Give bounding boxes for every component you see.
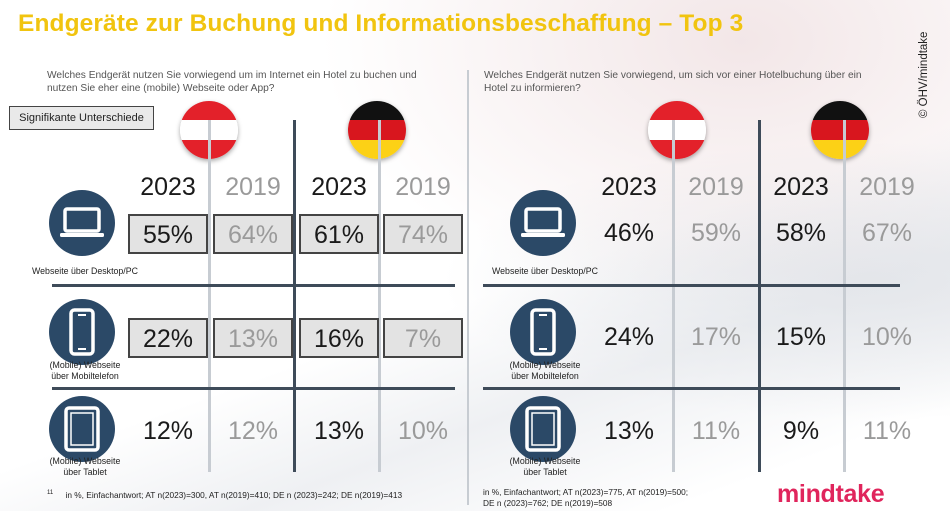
- flag-austria-right: [648, 101, 706, 159]
- value-cell-right: 46%: [603, 219, 655, 247]
- value-cell-left: 16%: [299, 318, 379, 358]
- row-icon-left: [49, 299, 115, 365]
- tablet-icon: [64, 406, 100, 452]
- footnote-right: in %, Einfachantwort; AT n(2023)=775, AT…: [483, 487, 688, 509]
- value-cell-left: 55%: [128, 214, 208, 254]
- value-cell-right: 67%: [861, 219, 913, 247]
- column-separator-left: [378, 120, 381, 472]
- row-label-line: über Mobiltelefon: [511, 371, 579, 381]
- row-label-line: über Mobiltelefon: [51, 371, 119, 381]
- row-label-line: (Mobile) Webseite: [509, 360, 581, 370]
- footnote-right-line2: DE n (2023)=762; DE n(2019)=508: [483, 498, 613, 508]
- year-header-right: 2019: [859, 173, 915, 201]
- row-label-line: Webseite über Desktop/PC: [32, 266, 138, 276]
- row-icon-right: [510, 396, 576, 462]
- column-separator-right: [672, 120, 675, 472]
- value-cell-left: 61%: [299, 214, 379, 254]
- page-title: Endgeräte zur Buchung und Informationsbe…: [18, 10, 744, 37]
- question-left-line1: Welches Endgerät nutzen Sie vorwiegend u…: [47, 70, 417, 81]
- row-label-line: über Tablet: [63, 467, 107, 477]
- value-cell-left: 13%: [313, 417, 365, 445]
- column-separator-left: [208, 120, 211, 472]
- footnote-right-line1: in %, Einfachantwort; AT n(2023)=775, AT…: [483, 487, 689, 497]
- laptop-icon: [60, 207, 104, 237]
- question-right-line2: Hotel zu informieren?: [484, 83, 581, 94]
- value-cell-left: 22%: [128, 318, 208, 358]
- value-cell-right: 15%: [775, 323, 827, 351]
- value-cell-right: 24%: [603, 323, 655, 351]
- copyright-note: © ÖHV/mindtake: [918, 31, 930, 118]
- row-label-right: (Mobile) Webseite über Tablet: [485, 456, 605, 478]
- year-header-left: 2019: [225, 173, 281, 201]
- row-label-line: Webseite über Desktop/PC: [492, 266, 598, 276]
- year-header-left: 2023: [140, 173, 196, 201]
- question-left-line2: nutzen Sie eher eine (mobile) Webseite o…: [47, 83, 275, 94]
- year-header-right: 2023: [773, 173, 829, 201]
- significance-legend: Signifikante Unterschiede: [9, 106, 154, 130]
- column-separator-right: [758, 120, 761, 472]
- row-label-line: (Mobile) Webseite: [49, 456, 121, 466]
- year-header-left: 2019: [395, 173, 451, 201]
- row-icon-left: [49, 190, 115, 256]
- footnote-left-text: in %, Einfachantwort; AT n(2023)=300, AT…: [65, 489, 403, 500]
- row-label-left: (Mobile) Webseite über Tablet: [25, 456, 145, 478]
- row-separator-right: [483, 284, 900, 287]
- row-icon-right: [510, 190, 576, 256]
- row-separator-left: [52, 387, 455, 390]
- flag-germany-right: [811, 101, 869, 159]
- column-separator-left: [293, 120, 296, 472]
- panel-divider: [467, 70, 469, 505]
- value-cell-right: 58%: [775, 219, 827, 247]
- value-cell-left: 7%: [383, 318, 463, 358]
- question-right: Welches Endgerät nutzen Sie vorwiegend, …: [484, 69, 862, 95]
- row-label-right: Webseite über Desktop/PC: [485, 266, 605, 277]
- value-cell-right: 17%: [690, 323, 742, 351]
- value-cell-right: 9%: [782, 417, 820, 445]
- laptop-icon: [521, 207, 565, 237]
- smartphone-icon: [69, 308, 95, 356]
- row-icon-left: [49, 396, 115, 462]
- tablet-icon: [525, 406, 561, 452]
- value-cell-left: 13%: [213, 318, 293, 358]
- value-cell-right: 13%: [603, 417, 655, 445]
- column-separator-right: [843, 120, 846, 472]
- year-header-right: 2019: [688, 173, 744, 201]
- row-label-left: (Mobile) Webseite über Mobiltelefon: [25, 360, 145, 382]
- question-left: Welches Endgerät nutzen Sie vorwiegend u…: [47, 69, 417, 95]
- value-cell-right: 11%: [862, 417, 912, 445]
- row-label-left: Webseite über Desktop/PC: [25, 266, 145, 277]
- row-label-right: (Mobile) Webseite über Mobiltelefon: [485, 360, 605, 382]
- year-header-left: 2023: [311, 173, 367, 201]
- value-cell-right: 59%: [690, 219, 742, 247]
- row-label-line: (Mobile) Webseite: [509, 456, 581, 466]
- row-icon-right: [510, 299, 576, 365]
- year-header-right: 2023: [601, 173, 657, 201]
- smartphone-icon: [530, 308, 556, 356]
- footnote-marker: 11: [47, 490, 54, 496]
- flag-germany-left: [348, 101, 406, 159]
- footnote-left: 11 in %, Einfachantwort; AT n(2023)=300,…: [47, 488, 402, 501]
- question-right-line1: Welches Endgerät nutzen Sie vorwiegend, …: [484, 70, 862, 81]
- value-cell-right: 10%: [861, 323, 913, 351]
- mindtake-logo: mindtake: [777, 480, 885, 508]
- row-separator-left: [52, 284, 455, 287]
- row-separator-right: [483, 387, 900, 390]
- value-cell-left: 64%: [213, 214, 293, 254]
- row-label-line: (Mobile) Webseite: [49, 360, 121, 370]
- value-cell-left: 74%: [383, 214, 463, 254]
- value-cell-left: 10%: [397, 417, 449, 445]
- row-label-line: über Tablet: [523, 467, 567, 477]
- value-cell-right: 11%: [691, 417, 741, 445]
- value-cell-left: 12%: [227, 417, 279, 445]
- value-cell-left: 12%: [142, 417, 194, 445]
